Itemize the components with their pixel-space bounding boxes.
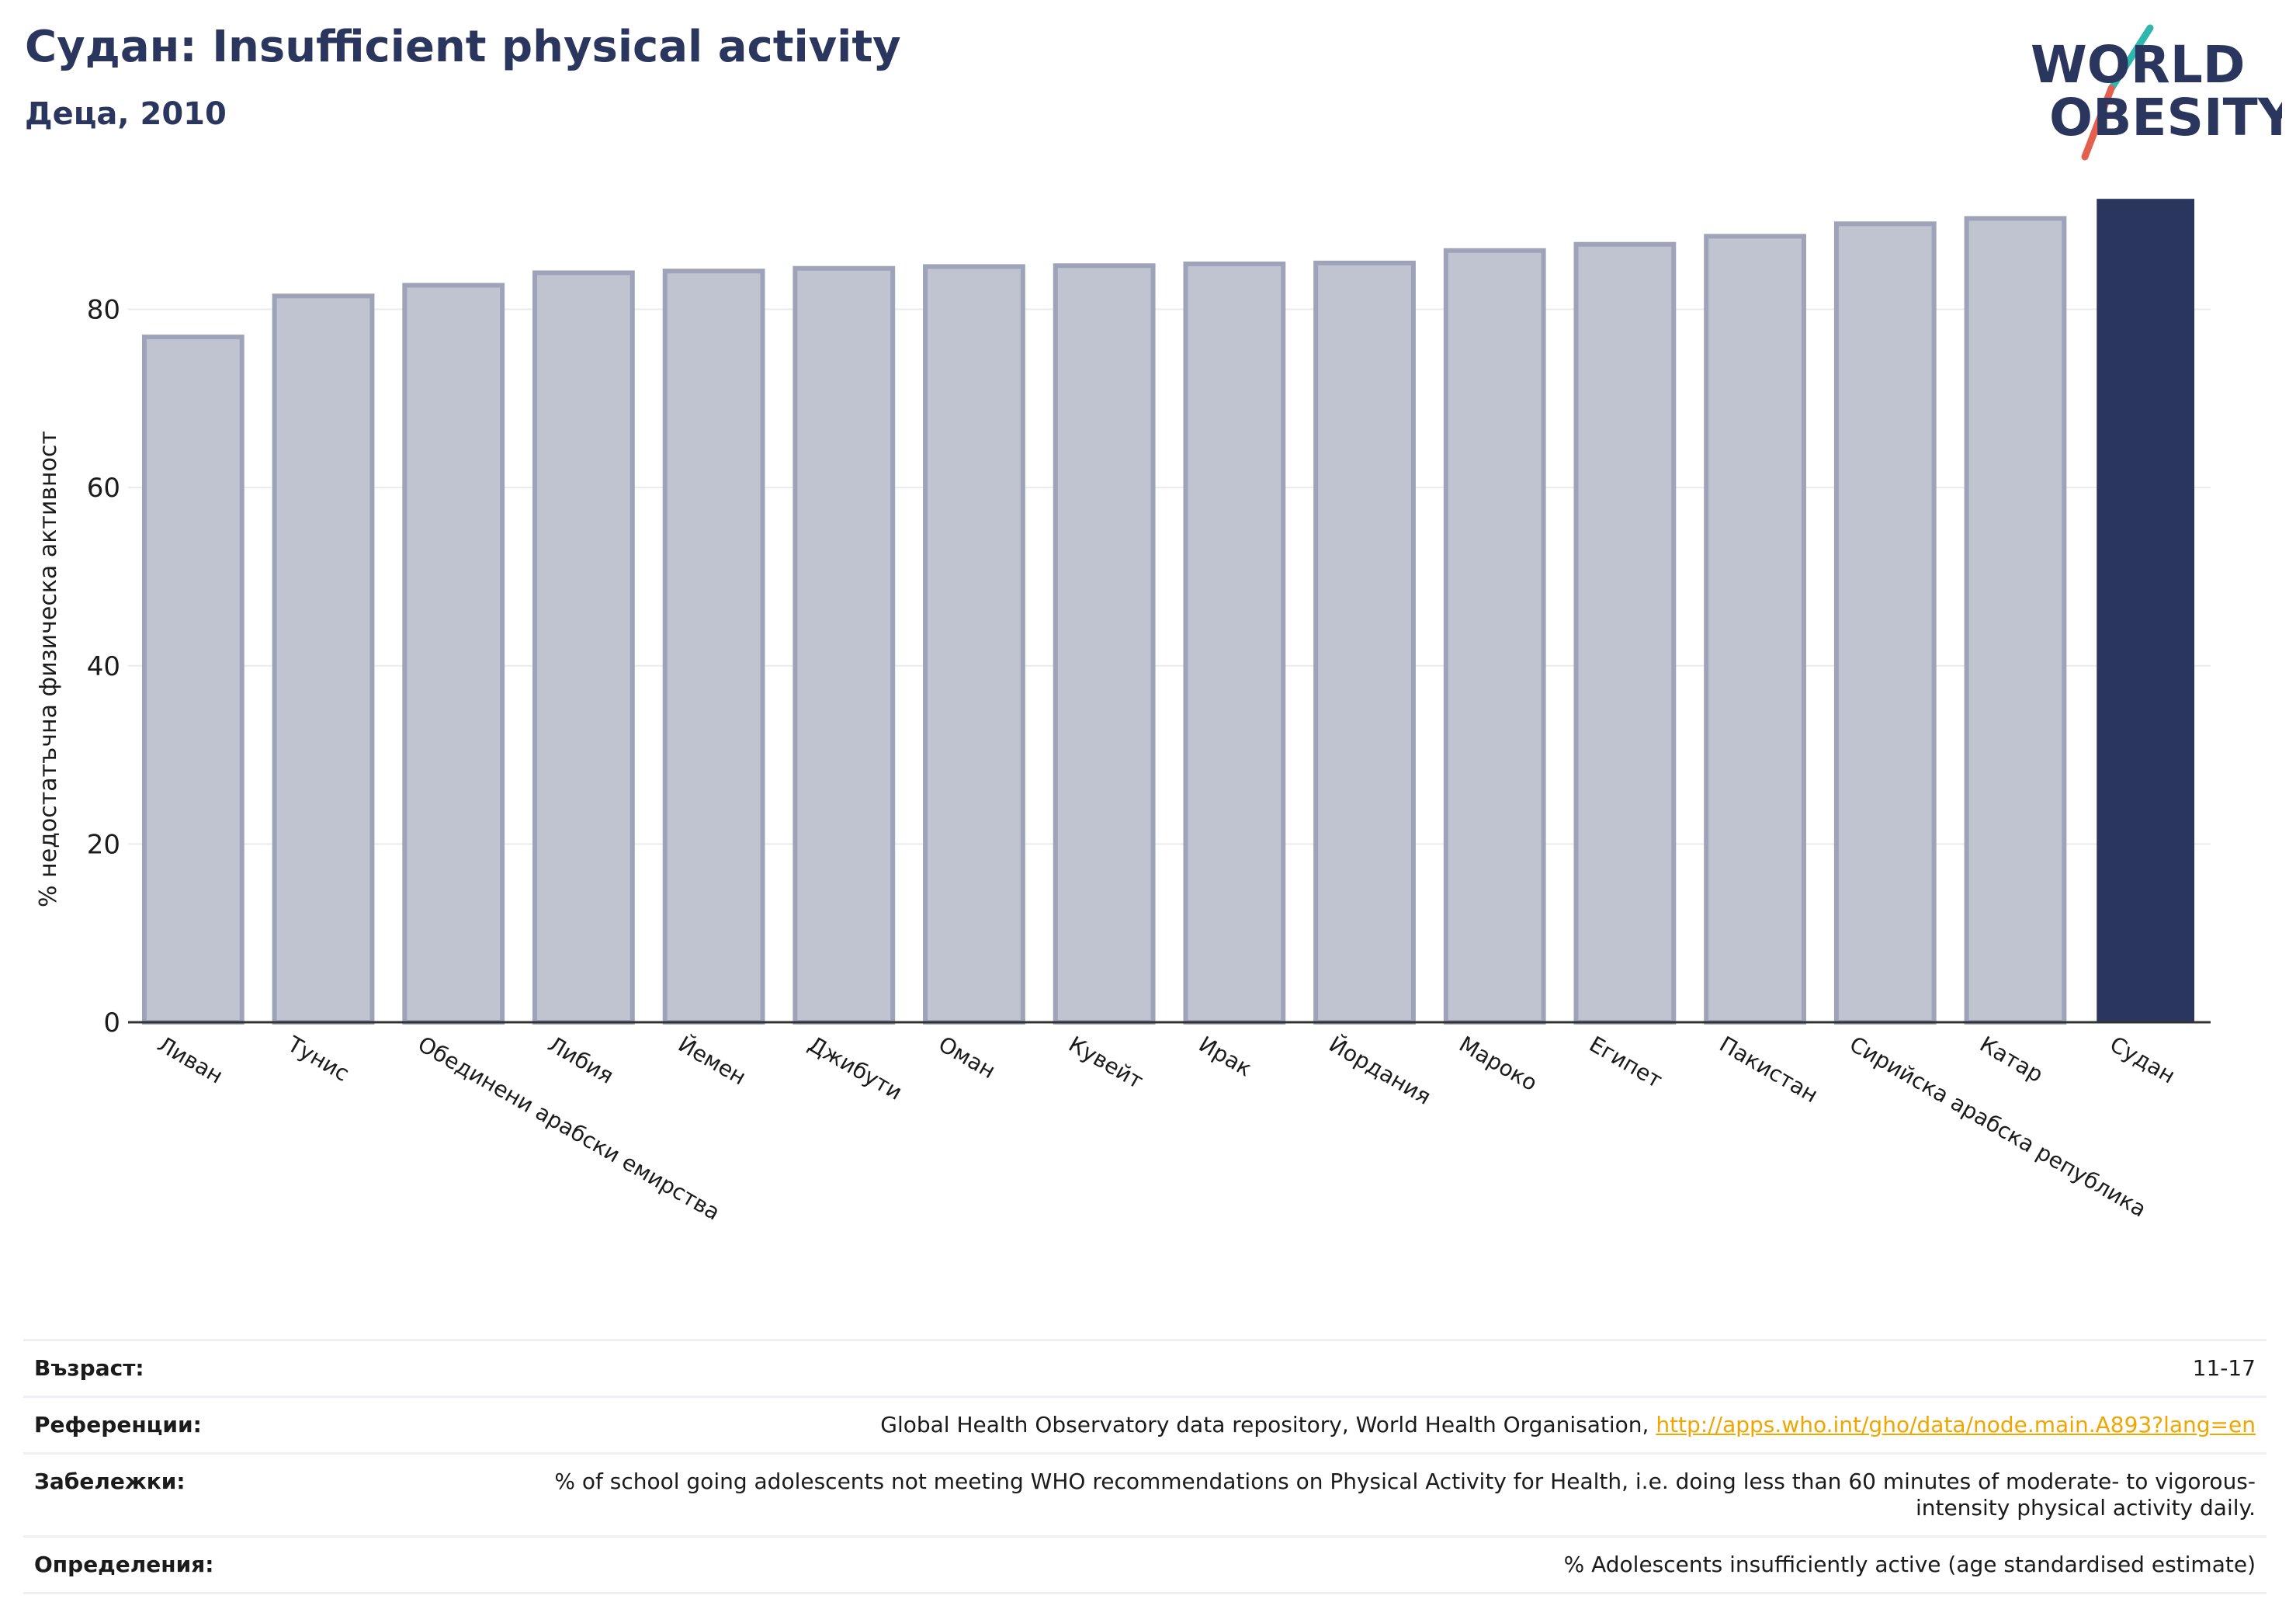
bar (532, 270, 635, 1025)
x-tick-label: Тунис (283, 1031, 353, 1087)
meta-value-age: 11-17 (2192, 1355, 2256, 1381)
bar (1964, 216, 2067, 1025)
x-tick-label: Катар (1975, 1031, 2048, 1087)
bar (923, 264, 1025, 1025)
meta-row-notes: Забележки: % of school going adolescents… (23, 1455, 2267, 1538)
meta-label-age: Възраст: (34, 1355, 144, 1381)
y-tick-label: 20 (87, 829, 120, 860)
meta-label-references: Референции: (34, 1412, 202, 1437)
bar (1313, 260, 1416, 1025)
meta-label-definitions: Определения: (34, 1552, 214, 1577)
x-tick-label: Йордания (1325, 1031, 1436, 1110)
x-tick-label: Судан (2106, 1031, 2180, 1088)
bar (2097, 199, 2195, 1023)
meta-value-notes: % of school going adolescents not meetin… (554, 1469, 2256, 1521)
x-tick-label: Йемен (674, 1031, 751, 1091)
y-tick-label: 80 (87, 295, 120, 326)
references-text: Global Health Observatory data repositor… (880, 1412, 1656, 1437)
x-tick-label: Ливан (153, 1031, 227, 1088)
meta-label-notes: Забележки: (34, 1469, 186, 1494)
world-obesity-logo: WORLD OBESITY (2031, 24, 2282, 161)
x-tick-label: Мароко (1455, 1031, 1542, 1096)
bar (1183, 261, 1286, 1025)
meta-value-definitions: % Adolescents insufficiently active (age… (1563, 1552, 2256, 1577)
y-tick-label: 60 (87, 473, 120, 504)
chart-subtitle: Деца, 2010 (25, 96, 227, 132)
bar (793, 265, 896, 1025)
x-tick-label: Кувейт (1064, 1031, 1147, 1094)
bar (1053, 263, 1156, 1025)
meta-row-references: Референции: Global Health Observatory da… (23, 1398, 2267, 1455)
x-tick-label: Пакистан (1715, 1031, 1823, 1108)
meta-value-references: Global Health Observatory data repositor… (880, 1412, 2256, 1438)
bar (402, 283, 505, 1025)
meta-row-age: Възраст: 11-17 (23, 1341, 2267, 1398)
x-tick-label: Оман (934, 1031, 1000, 1084)
meta-row-definitions: Определения: % Adolescents insufficientl… (23, 1538, 2267, 1594)
bar (1833, 221, 1937, 1025)
references-link[interactable]: http://apps.who.int/gho/data/node.main.A… (1656, 1412, 2256, 1437)
bar (1573, 241, 1677, 1025)
bar (272, 293, 375, 1025)
y-tick-label: 0 (103, 1007, 120, 1039)
logo-word-world: WORLD (2031, 35, 2246, 95)
logo-word-obesity: OBESITY (2049, 88, 2282, 147)
x-tick-label: Египет (1585, 1031, 1667, 1093)
logo-slash-top (2107, 24, 2154, 92)
x-tick-label: Либия (543, 1031, 618, 1088)
y-axis-label: % недостатъчна физическа активност (35, 431, 62, 907)
bars (141, 199, 2195, 1025)
bar (141, 335, 245, 1025)
metadata-table: Възраст: 11-17 Референции: Global Health… (23, 1339, 2267, 1594)
bar (1443, 248, 1546, 1025)
bar (1704, 234, 1806, 1025)
y-tick-label: 40 (87, 651, 120, 682)
x-tick-label: Ирак (1195, 1031, 1257, 1081)
bar (662, 269, 765, 1025)
x-tick-label: Джибути (804, 1031, 907, 1105)
chart-title: Судан: Insufficient physical activity (25, 22, 901, 72)
logo-slash-bottom (2081, 85, 2115, 161)
